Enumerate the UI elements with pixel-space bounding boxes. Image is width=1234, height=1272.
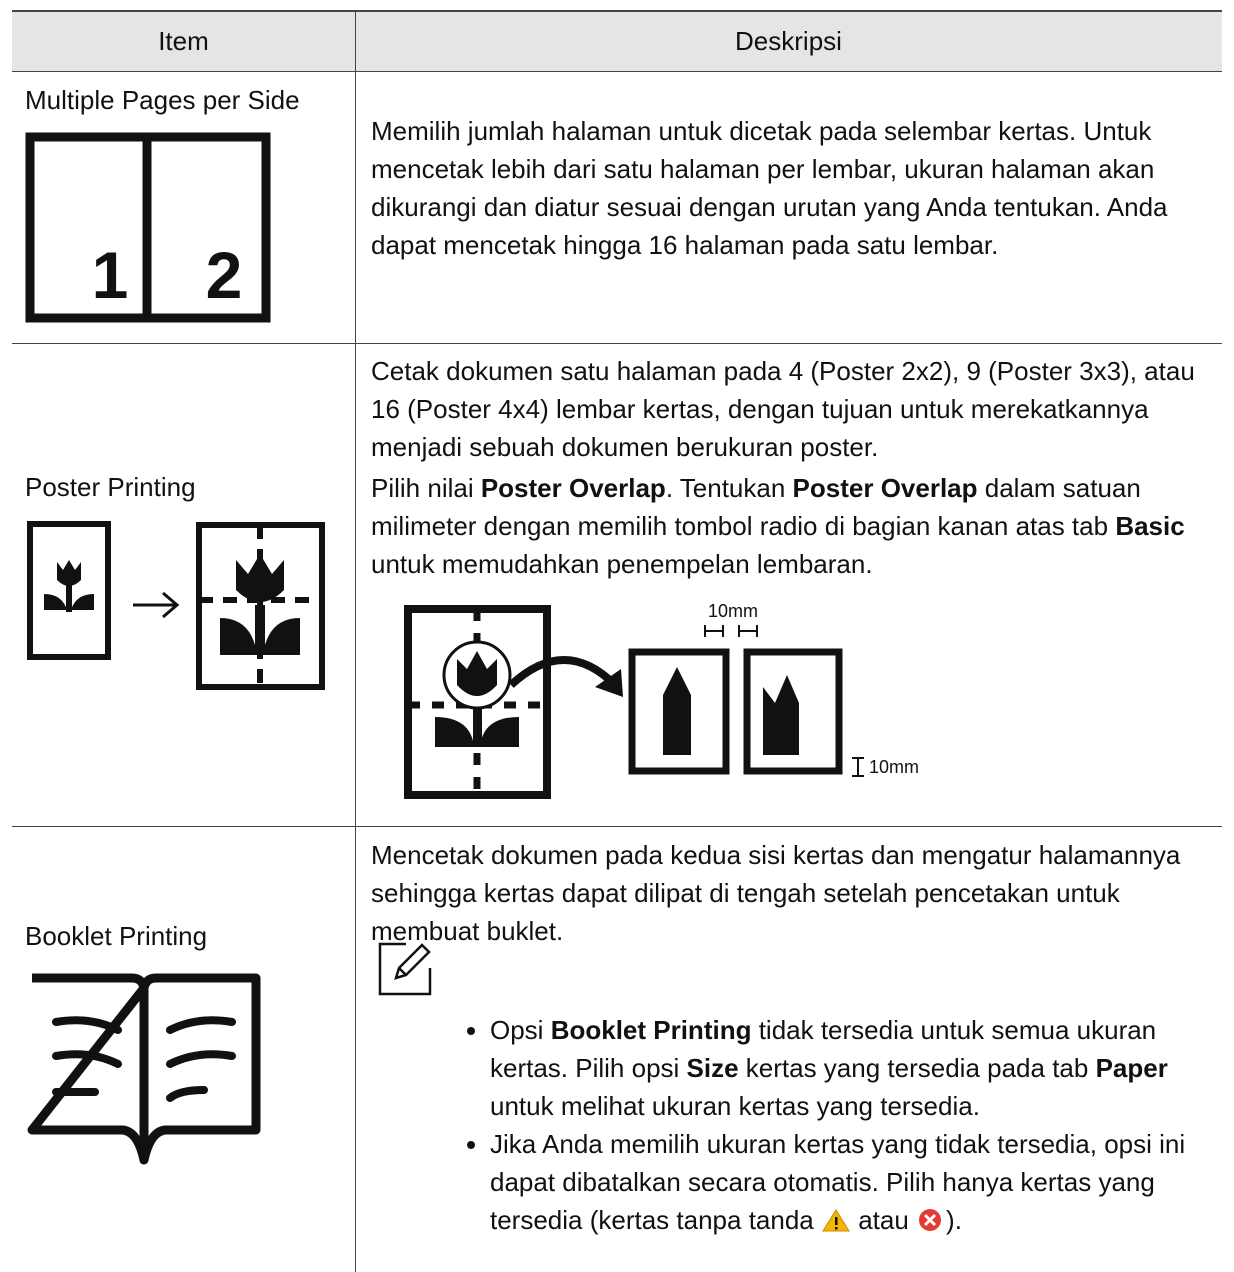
diagram-label: 10mm bbox=[708, 601, 758, 621]
paragraph: Mencetak dokumen pada kedua sisi kertas … bbox=[371, 836, 1221, 950]
divider bbox=[355, 72, 356, 1272]
text: Memilih jumlah halaman untuk dicetak pad… bbox=[371, 116, 1168, 260]
item-name: Booklet Printing bbox=[25, 921, 208, 951]
item-name: Poster Printing bbox=[25, 472, 196, 502]
booklet-icon bbox=[27, 973, 261, 1165]
tulip bbox=[220, 554, 300, 655]
text: tidak tersedia untuk semua ukuran kertas… bbox=[490, 1015, 1157, 1083]
text: atau bbox=[850, 1205, 917, 1235]
warning-icon bbox=[822, 1209, 850, 1232]
text: kertas yang tersedia pada tab bbox=[738, 1053, 1096, 1083]
text: untuk memudahkan penempelan lembaran. bbox=[371, 549, 873, 579]
icon-label: 2 bbox=[206, 238, 243, 312]
diagram-label: 10mm bbox=[869, 757, 919, 777]
bold-text: Booklet Printing bbox=[550, 1015, 752, 1045]
description: Cetak dokumen satu halaman pada 4 (Poste… bbox=[371, 352, 1221, 586]
text: Mencetak dokumen pada kedua sisi kertas … bbox=[371, 840, 1181, 946]
tulip bbox=[44, 560, 94, 612]
text: Pilih nilai bbox=[371, 473, 481, 503]
text: ). bbox=[946, 1205, 962, 1235]
icon-label: 1 bbox=[92, 238, 129, 312]
paragraph: Memilih jumlah halaman untuk dicetak pad… bbox=[371, 112, 1221, 264]
icon-frame bbox=[27, 521, 111, 660]
text: dalam satuan milimeter dengan memilih to… bbox=[371, 473, 1141, 541]
note-item: Jika Anda memilih ukuran kertas yang tid… bbox=[490, 1125, 1220, 1239]
text: . Tentukan bbox=[665, 473, 793, 503]
note-icon bbox=[378, 942, 432, 996]
item-name: Multiple Pages per Side bbox=[25, 85, 300, 115]
text: Cetak dokumen satu halaman pada 4 (Poste… bbox=[371, 356, 1195, 462]
header-cell: Item bbox=[158, 26, 209, 56]
text: untuk melihat ukuran kertas yang tersedi… bbox=[490, 1091, 980, 1121]
text: Jika Anda memilih ukuran kertas yang tid… bbox=[490, 1129, 1186, 1235]
overlap-diagram: 10mm 10mm bbox=[404, 601, 919, 799]
note: Opsi Booklet Printing tidak tersedia unt… bbox=[460, 1011, 1220, 1239]
bold-text: Poster Overlap bbox=[792, 473, 978, 503]
poster-icon bbox=[27, 521, 325, 690]
description: Mencetak dokumen pada kedua sisi kertas … bbox=[371, 836, 1221, 953]
header-cell: Deskripsi bbox=[735, 26, 842, 56]
paragraph: Pilih nilai Poster Overlap. Tentukan Pos… bbox=[371, 469, 1221, 583]
pages-icon: 1 2 bbox=[25, 132, 271, 323]
text: Opsi bbox=[490, 1015, 551, 1045]
header-row bbox=[12, 10, 1222, 72]
description: Memilih jumlah halaman untuk dicetak pad… bbox=[371, 112, 1221, 267]
bold-text: Paper bbox=[1095, 1053, 1168, 1083]
note-item: Opsi Booklet Printing tidak tersedia unt… bbox=[490, 1011, 1220, 1125]
divider bbox=[355, 10, 356, 72]
error-icon bbox=[919, 1209, 942, 1231]
bold-text: Size bbox=[686, 1053, 739, 1083]
row-border bbox=[12, 826, 1222, 827]
bold-text: Basic bbox=[1115, 511, 1185, 541]
bold-text: Poster Overlap bbox=[480, 473, 666, 503]
paragraph: Cetak dokumen satu halaman pada 4 (Poste… bbox=[371, 352, 1221, 466]
row-border bbox=[12, 343, 1222, 344]
